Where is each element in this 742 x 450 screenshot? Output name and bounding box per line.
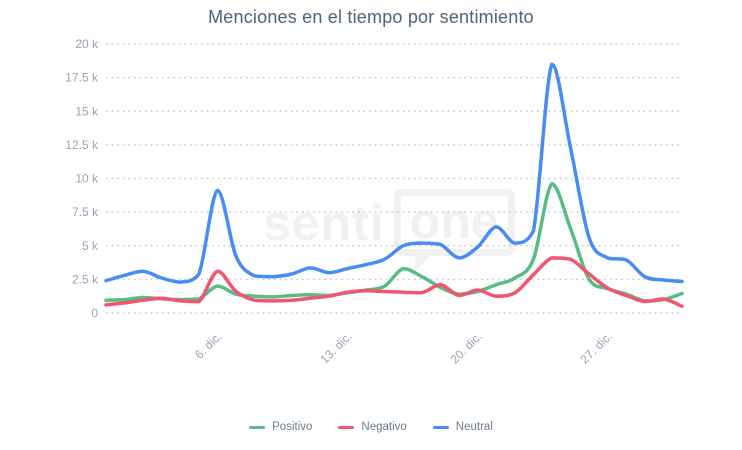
legend-marker-positivo-icon bbox=[249, 425, 266, 429]
watermark-text-senti: senti bbox=[263, 194, 385, 251]
x-axis-label: 13. dic. bbox=[317, 329, 354, 366]
series-line-negativo bbox=[104, 256, 684, 309]
legend: Positivo Negativo Neutral bbox=[0, 421, 742, 433]
legend-item-negativo[interactable]: Negativo bbox=[338, 421, 407, 433]
chart-title: Menciones en el tiempo por sentimiento bbox=[208, 7, 534, 27]
legend-marker-negativo-icon bbox=[338, 425, 355, 429]
y-axis-label: 2.5 k bbox=[72, 272, 99, 286]
x-axis-label: 6. dic. bbox=[192, 329, 225, 362]
y-axis-label: 7.5 k bbox=[72, 205, 99, 219]
y-axis-label: 5 k bbox=[82, 239, 99, 253]
y-axis-label: 20 k bbox=[75, 37, 99, 51]
legend-label-negativo: Negativo bbox=[361, 421, 407, 433]
y-axis-label: 17.5 k bbox=[65, 71, 99, 85]
watermark-sentione: senti one bbox=[263, 189, 515, 271]
y-axis-label: 15 k bbox=[75, 104, 99, 118]
y-axis-label: 10 k bbox=[75, 172, 99, 186]
legend-item-neutral[interactable]: Neutral bbox=[432, 421, 493, 433]
x-axis-label: 20. dic. bbox=[447, 329, 484, 366]
x-axis-label: 27. dic. bbox=[578, 329, 615, 366]
legend-label-positivo: Positivo bbox=[272, 421, 313, 433]
y-axis-label: 12.5 k bbox=[65, 138, 99, 152]
legend-label-neutral: Neutral bbox=[455, 421, 493, 433]
legend-item-positivo[interactable]: Positivo bbox=[249, 421, 312, 433]
series-line-positivo bbox=[104, 182, 684, 303]
y-axis-label: 0 bbox=[91, 306, 98, 320]
series-line-neutral bbox=[104, 62, 684, 284]
legend-marker-neutral-icon bbox=[432, 425, 449, 429]
